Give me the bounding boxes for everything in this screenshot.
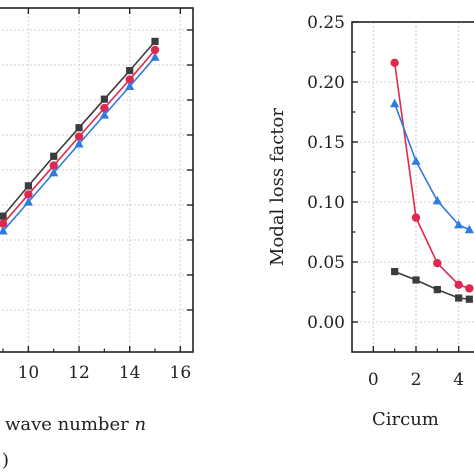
right-chart: 0.00 0.05 0.10 0.15 0.20 0.25 0 2 4 Modal loss fa… [267,13,474,430]
data-point [23,197,33,206]
x-tick-label: 2 [411,370,422,390]
data-point [0,226,8,235]
series-line [393,62,470,290]
data-point [150,45,160,55]
data-point [464,224,474,234]
data-point [433,259,442,268]
y-axis-label: Modal loss factor [267,108,288,266]
data-point [432,196,442,205]
x-tick-label: 4 [453,370,464,390]
data-point [433,286,441,294]
data-point [0,219,8,228]
x-axis-variable: n [134,414,146,435]
data-point [24,182,32,190]
data-point [99,110,109,119]
data-point [100,103,109,113]
data-point [125,75,134,84]
y-tick-label: 0.10 [307,193,345,213]
data-point [390,98,400,108]
data-point [49,161,58,170]
data-point [74,132,84,141]
data-point [411,213,421,222]
panel-tag: ) [2,450,9,471]
plot-frame [351,21,474,353]
data-point [465,284,474,293]
data-point [150,52,160,61]
data-point [465,295,473,303]
x-axis-label: Circum [372,409,439,430]
x-tick-label: 10 [18,363,40,383]
x-tick-label: 16 [170,363,192,383]
data-point [411,156,421,165]
data-point [125,81,135,91]
data-point [455,294,463,302]
data-point [454,220,464,229]
data-point [412,276,420,284]
x-tick-label: 12 [68,363,90,383]
data-point [75,124,83,132]
y-tick-label: 0.25 [307,13,345,33]
x-axis-label: wave number n [5,414,146,435]
data-point [74,139,84,148]
data-point [151,37,159,45]
y-tick-label: 0.00 [307,313,345,333]
x-tick-label: 0 [368,370,379,390]
y-tick-label: 0.05 [307,253,345,273]
x-tick-label: 14 [119,363,141,383]
data-point [49,167,59,177]
data-point [50,152,58,160]
plot-frame [0,7,194,353]
data-point [390,58,399,67]
data-point [454,280,463,289]
data-point [391,268,399,276]
data-point [24,190,33,199]
data-point [126,67,134,75]
series-line [393,103,470,231]
y-tick-label: 0.20 [307,73,345,93]
left-chart: 10 12 14 16 wave number n) [0,7,194,471]
data-point [100,95,108,103]
data-point [0,212,7,220]
y-tick-label: 0.15 [307,133,345,153]
